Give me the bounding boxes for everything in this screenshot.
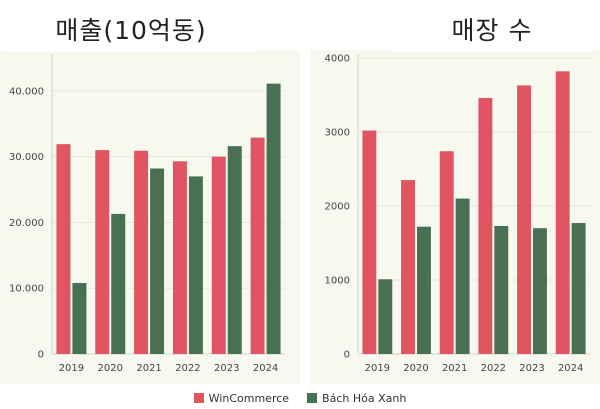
revenue-x-tick-label-2023: 2023 [214,363,239,374]
stores-bar-wincommerce-2024 [555,71,570,354]
stores-bar-wincommerce-2019 [362,130,377,354]
revenue-bar-wincommerce-2024 [250,137,265,354]
revenue-bar-wincommerce-2019 [56,144,71,354]
stores-x-tick-label-2023: 2023 [519,363,544,374]
stores-x-tick-label-2019: 2019 [365,363,390,374]
stores-x-tick-label-2022: 2022 [481,363,506,374]
stores-bar-wincommerce-2022 [478,97,493,355]
revenue-y-tick-label-4: 40.000 [9,86,44,97]
stores-x-tick-label-2021: 2021 [442,363,467,374]
revenue-bar-bachhoaxanh-2019 [72,282,87,354]
legend-label-wincommerce: WinCommerce [208,391,290,405]
revenue-x-tick-label-2021: 2021 [136,363,161,374]
legend-swatch-wincommerce [193,393,204,403]
stores-bar-wincommerce-2020 [401,180,415,354]
revenue-y-tick-label-0: 0 [38,350,44,361]
revenue-y-tick-label-1: 10.000 [9,284,44,295]
legend-label-bachhoaxanh: Bách Hóa Xanh [322,391,407,405]
stores-bar-bachhoaxanh-2024 [571,223,586,354]
revenue-bar-wincommerce-2021 [134,150,149,354]
stores-y-tick-label-0: 0 [344,350,350,361]
stores-x-tick-label-2020: 2020 [403,363,428,374]
revenue-bar-bachhoaxanh-2020 [111,213,126,354]
revenue-bar-bachhoaxanh-2022 [188,176,203,354]
stores-bar-wincommerce-2023 [517,85,531,354]
revenue-x-tick-label-2019: 2019 [59,363,84,374]
revenue-bar-wincommerce-2023 [211,156,226,354]
stores-bar-bachhoaxanh-2022 [494,225,509,354]
revenue-bar-wincommerce-2020 [95,150,110,354]
revenue-bar-bachhoaxanh-2023 [227,146,242,354]
stores-bar-bachhoaxanh-2021 [455,198,470,354]
legend-item-bachhoaxanh[interactable]: Bách Hóa Xanh [307,392,406,405]
legend: WinCommerce Bách Hóa Xanh [0,389,600,407]
revenue-x-tick-label-2022: 2022 [175,363,200,374]
revenue-y-tick-label-2: 20.000 [9,218,44,229]
left-chart-background [0,50,300,384]
left-chart-title: 매출(10억동) [6,6,256,52]
revenue-bar-wincommerce-2022 [172,161,187,354]
stores-y-tick-label-2: 2000 [325,202,350,213]
revenue-bar-bachhoaxanh-2021 [150,168,165,354]
stores-bar-bachhoaxanh-2019 [378,279,393,354]
stores-y-tick-label-4: 4000 [325,54,350,65]
stores-bar-bachhoaxanh-2020 [417,226,431,354]
revenue-x-tick-label-2024: 2024 [253,363,278,374]
right-chart-title: 매장 수 [392,6,592,52]
stores-y-tick-label-1: 1000 [325,276,350,287]
revenue-bar-bachhoaxanh-2024 [266,83,281,355]
legend-item-wincommerce[interactable]: WinCommerce [193,391,290,405]
legend-swatch-bachhoaxanh [307,393,318,403]
revenue-x-tick-label-2020: 2020 [98,363,123,374]
stores-x-tick-label-2024: 2024 [558,363,583,374]
stores-y-tick-label-3: 3000 [325,128,350,139]
revenue-y-tick-label-3: 30.000 [9,152,44,163]
stores-bar-bachhoaxanh-2023 [533,228,547,354]
stores-bar-wincommerce-2021 [439,151,454,354]
